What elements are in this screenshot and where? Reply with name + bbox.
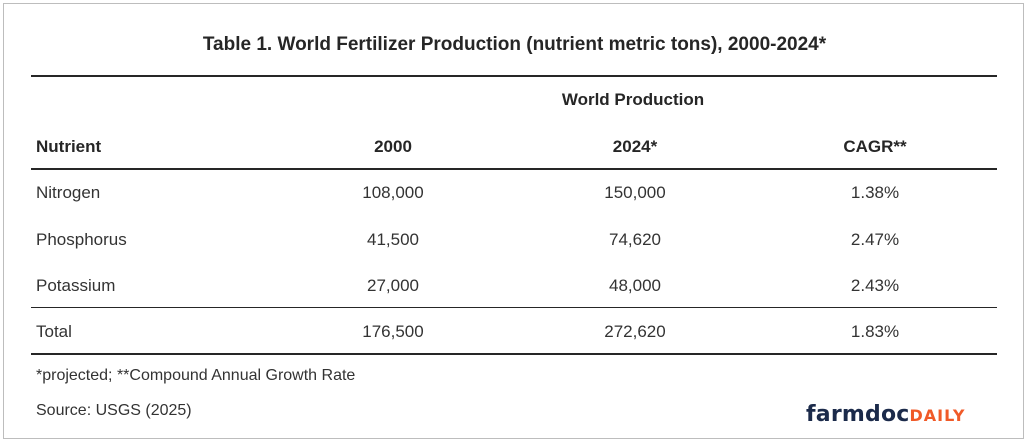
row-nutrient: Potassium [36, 276, 116, 295]
total-value-cagr: 1.83% [850, 322, 900, 341]
bottom-rule [31, 353, 997, 355]
row-value-cagr: 1.38% [850, 183, 900, 202]
farmdoc-daily-logo: farmdocDAILY [806, 402, 966, 427]
column-header-2000: 2000 [374, 137, 412, 156]
row-value-2000: 27,000 [367, 276, 419, 295]
row-value-cagr: 2.43% [850, 276, 900, 295]
column-header-nutrient: Nutrient [36, 137, 102, 156]
row-value-2000: 41,500 [367, 230, 419, 249]
column-header-2024: 2024* [612, 137, 658, 156]
table-title: Table 1. World Fertilizer Production (nu… [202, 34, 827, 55]
column-header-cagr: CAGR** [843, 137, 907, 156]
total-value-2024: 272,620 [604, 322, 666, 341]
total-rule [31, 307, 997, 308]
footnote: *projected; **Compound Annual Growth Rat… [36, 367, 356, 384]
total-value-2000: 176,500 [362, 322, 424, 341]
row-nutrient: Nitrogen [36, 183, 101, 202]
source-note: Source: USGS (2025) [36, 402, 192, 419]
row-value-cagr: 2.47% [850, 230, 900, 249]
row-nutrient: Phosphorus [36, 230, 127, 249]
row-value-2024: 48,000 [609, 276, 661, 295]
spanning-header: World Production [561, 90, 705, 109]
row-value-2024: 74,620 [609, 230, 661, 249]
header-rule [31, 168, 997, 170]
row-value-2024: 150,000 [604, 183, 666, 202]
total-label: Total [36, 322, 72, 341]
row-value-2000: 108,000 [362, 183, 424, 202]
top-rule [31, 75, 997, 77]
